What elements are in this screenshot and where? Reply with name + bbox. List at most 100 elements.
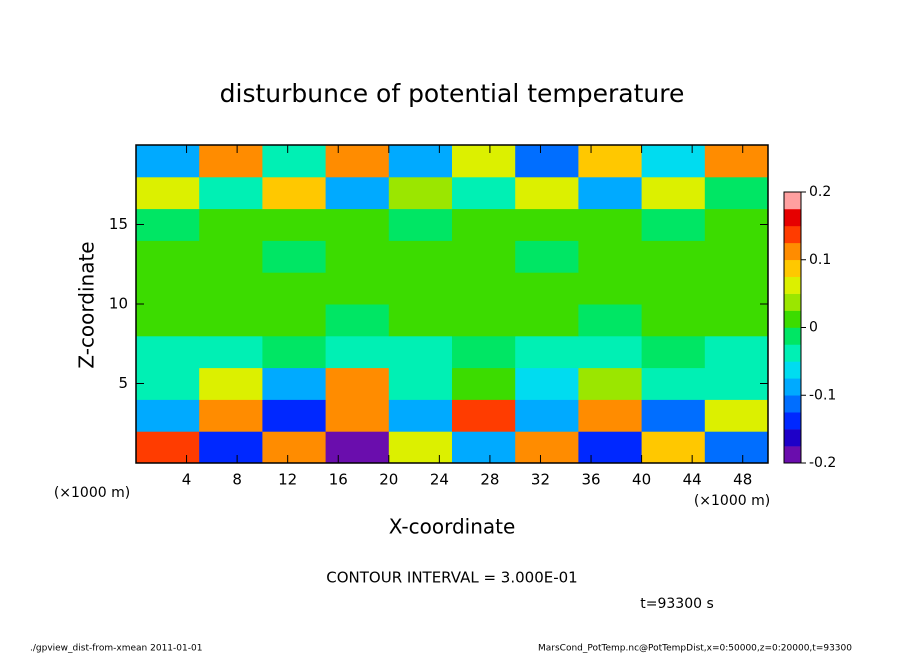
heat-cell <box>262 272 327 305</box>
heat-cell <box>578 145 643 178</box>
heat-cell <box>641 240 706 273</box>
heat-cell <box>515 304 579 337</box>
heat-cell <box>262 335 327 369</box>
heat-cell <box>262 304 327 337</box>
heat-cell <box>515 240 579 273</box>
heat-cell <box>578 304 643 337</box>
x-tick-label: 12 <box>278 471 297 489</box>
footer-left: ./gpview_dist-from-xmean 2011-01-01 <box>30 644 202 654</box>
colorbar-block <box>784 276 801 294</box>
heat-cell <box>641 272 706 305</box>
heat-cell <box>388 399 453 432</box>
x-tick-label: 20 <box>379 471 398 489</box>
heat-cell <box>704 208 769 241</box>
colorbar-block <box>784 259 801 277</box>
heat-cell <box>136 240 200 273</box>
heat-cell <box>515 431 579 464</box>
heat-cell <box>641 176 706 210</box>
heat-cell <box>136 176 200 210</box>
y-tick-label: 5 <box>118 374 128 392</box>
heat-cell <box>515 335 579 369</box>
heat-cell <box>578 335 643 369</box>
x-tick-label: 44 <box>683 471 702 489</box>
heat-cell <box>704 304 769 337</box>
heat-cell <box>515 176 579 210</box>
heat-cell <box>704 335 769 369</box>
heat-cell <box>325 240 390 273</box>
heat-cell <box>136 431 200 464</box>
footer-right: MarsCond_PotTemp.nc@PotTempDist,x=0:5000… <box>538 644 852 654</box>
heat-cell <box>704 176 769 210</box>
heat-cell <box>199 431 263 464</box>
heat-cell <box>199 335 263 369</box>
heat-cell <box>515 399 579 432</box>
colorbar-tick-label: -0.1 <box>809 387 836 403</box>
heat-cell <box>452 176 516 210</box>
heat-cell <box>641 304 706 337</box>
heat-cell <box>388 304 453 337</box>
heat-cell <box>388 335 453 369</box>
x-tick-label: 4 <box>182 471 192 489</box>
heat-cell <box>199 272 263 305</box>
x-unit: (×1000 m) <box>694 493 770 509</box>
colorbar-tick-label: 0 <box>809 320 818 336</box>
heat-cell <box>262 240 327 273</box>
heat-cell <box>388 176 453 210</box>
heat-cell <box>325 145 390 178</box>
heat-cell <box>515 367 579 400</box>
colorbar-block <box>784 395 801 413</box>
colorbar-tick-label: 0.1 <box>809 252 831 268</box>
x-tick-label: 8 <box>232 471 242 489</box>
heat-cell <box>452 399 516 432</box>
heat-cell <box>641 367 706 400</box>
heat-cell <box>325 367 390 400</box>
heat-cell <box>641 208 706 241</box>
heat-cell <box>452 304 516 337</box>
x-tick-label: 36 <box>581 471 600 489</box>
colorbar-tick-label: -0.2 <box>809 455 836 471</box>
heat-cell <box>452 240 516 273</box>
y-unit: (×1000 m) <box>54 485 130 501</box>
heat-cell <box>199 367 263 400</box>
colorbar-block <box>784 242 801 261</box>
x-tick-label: 16 <box>329 471 348 489</box>
heat-cell <box>199 145 263 178</box>
heat-cell <box>262 399 327 432</box>
x-axis-label: X-coordinate <box>389 515 516 539</box>
heat-cell <box>262 208 327 241</box>
colorbar-block <box>784 412 801 430</box>
heat-cell <box>388 208 453 241</box>
x-tick-label: 40 <box>632 471 651 489</box>
heat-cell <box>641 335 706 369</box>
heat-cell <box>388 240 453 273</box>
heat-cell <box>704 399 769 432</box>
heat-cell <box>578 431 643 464</box>
heat-cell <box>325 304 390 337</box>
heat-cell <box>262 431 327 464</box>
heat-cell <box>136 304 200 337</box>
heat-cell <box>199 208 263 241</box>
heat-cell <box>578 399 643 432</box>
colorbar-tick-label: 0.2 <box>809 184 831 200</box>
heat-cell <box>325 272 390 305</box>
colorbar-block <box>784 293 801 311</box>
heat-cell <box>325 399 390 432</box>
heat-cell <box>515 272 579 305</box>
heat-cell <box>704 367 769 400</box>
heat-cell <box>388 431 453 464</box>
colorbar-block <box>784 344 801 362</box>
heat-cell <box>452 272 516 305</box>
heat-cell <box>136 272 200 305</box>
x-tick-label: 28 <box>480 471 499 489</box>
colorbar-block <box>784 208 801 227</box>
heat-cell <box>704 240 769 273</box>
y-tick-label: 10 <box>109 295 128 313</box>
heat-cell <box>578 367 643 400</box>
heat-cell <box>199 399 263 432</box>
contour-note: CONTOUR INTERVAL = 3.000E-01 <box>326 569 577 587</box>
x-tick-label: 48 <box>733 471 752 489</box>
y-axis-label: Z-coordinate <box>75 241 99 368</box>
chart-title: disturbunce of potential temperature <box>220 79 685 108</box>
time-note: t=93300 s <box>640 596 714 612</box>
